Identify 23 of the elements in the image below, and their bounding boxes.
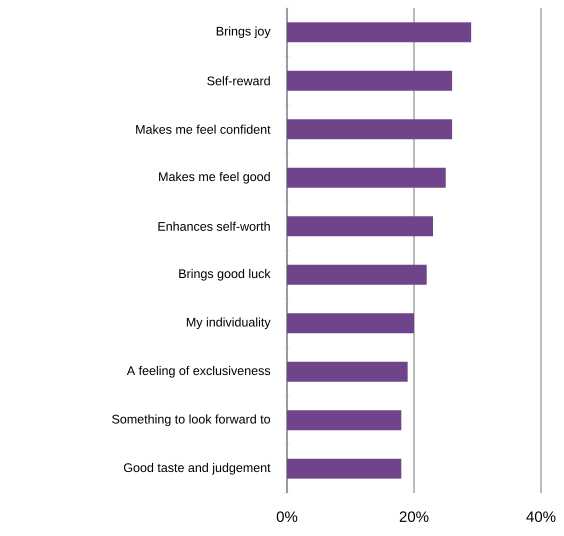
bar [287, 362, 408, 382]
y-tick-label: Something to look forward to [112, 414, 270, 426]
y-tick-label: My individuality [186, 317, 271, 330]
y-tick-label: Brings joy [216, 26, 271, 38]
bar [287, 168, 446, 188]
y-tick-label: Makes me feel good [159, 172, 270, 184]
bar [287, 216, 434, 236]
y-tick-label: Makes me feel confident [136, 124, 271, 134]
bar [287, 119, 452, 140]
bar [287, 70, 452, 91]
x-tick-label: 0% [276, 511, 298, 522]
y-tick-label: Good taste and judgement [124, 462, 271, 475]
bar [287, 410, 402, 430]
y-tick-label: Enhances self-worth [158, 222, 270, 231]
bar [287, 458, 402, 479]
y-tick-label: Self-reward [207, 76, 270, 86]
bar [287, 22, 472, 42]
y-tick-label: Brings good luck [179, 268, 271, 281]
x-tick-label: 40% [526, 511, 556, 522]
y-tick-label: A feeling of exclusiveness [126, 366, 270, 378]
bar [287, 264, 427, 285]
bar [287, 313, 414, 334]
x-tick-label: 20% [400, 511, 428, 522]
